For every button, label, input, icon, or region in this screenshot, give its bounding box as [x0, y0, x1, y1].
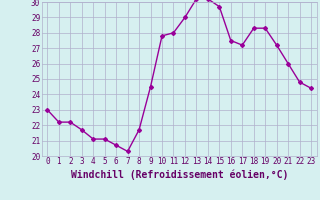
X-axis label: Windchill (Refroidissement éolien,°C): Windchill (Refroidissement éolien,°C) — [70, 169, 288, 180]
